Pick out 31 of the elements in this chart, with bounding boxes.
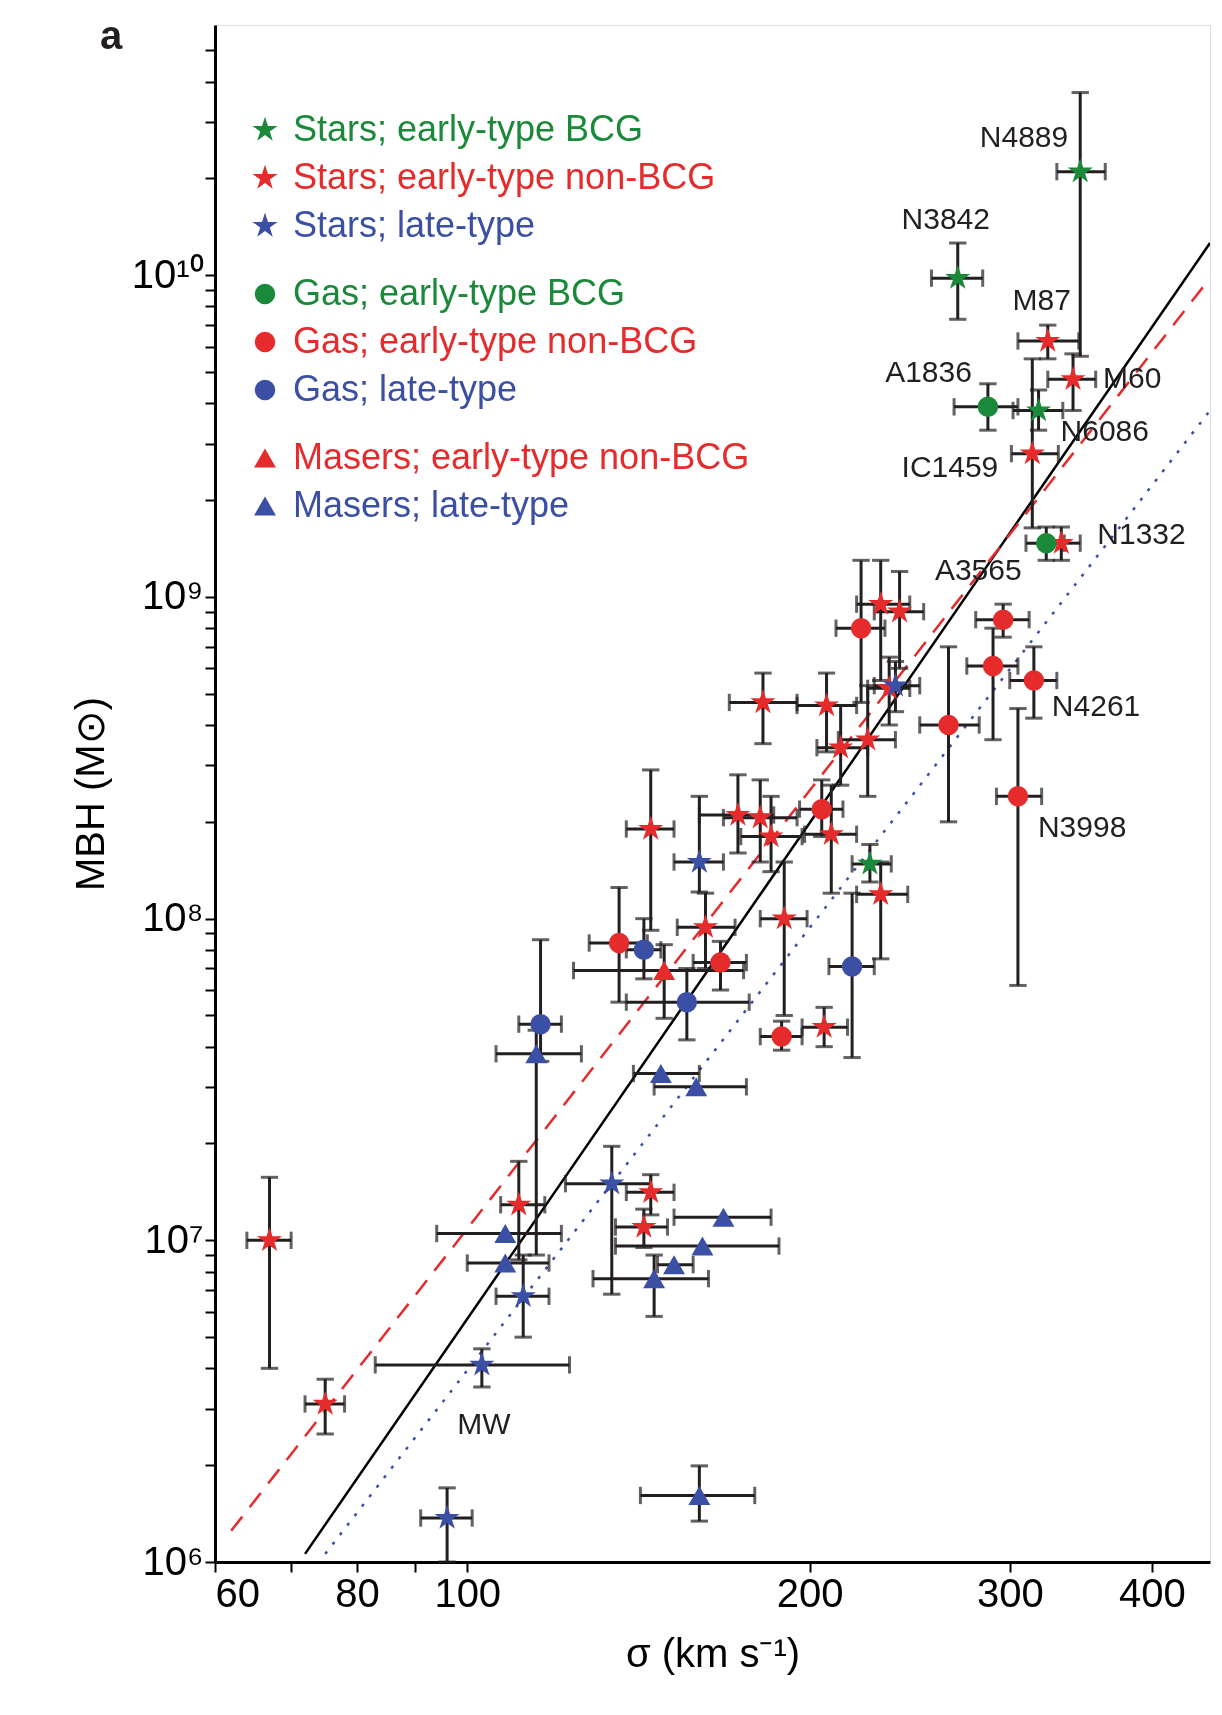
- annotation: A1836: [885, 354, 972, 388]
- annotation: M87: [1012, 282, 1071, 316]
- annotation: N4889: [979, 119, 1069, 153]
- x-tick-label: 80: [335, 1570, 380, 1615]
- y-tick-label: 10⁷: [144, 1216, 204, 1261]
- x-tick-label: 300: [976, 1570, 1044, 1615]
- annotation: MW: [457, 1406, 512, 1440]
- annotation: N4261: [1051, 688, 1141, 722]
- text: a: [100, 13, 123, 57]
- y-tick-label: 10⁶: [142, 1538, 204, 1583]
- y-tick-label: 10¹⁰: [131, 251, 204, 296]
- annotation: IC1459: [901, 449, 999, 483]
- legend-label: Stars; late-type: [293, 204, 536, 245]
- legend-label: Gas; early-type non-BCG: [293, 320, 698, 361]
- legend-label: Stars; early-type BCG: [293, 108, 644, 149]
- legend-label: Gas; late-type: [293, 368, 518, 409]
- y-tick-label: 10⁹: [141, 573, 204, 618]
- annotation: N3842: [901, 202, 990, 236]
- legend-label: Gas; early-type BCG: [293, 272, 626, 313]
- y-axis-title: MBH (M⊙): [67, 697, 112, 891]
- legend-label: Stars; early-type non-BCG: [293, 156, 716, 197]
- x-tick-label: 400: [1118, 1570, 1186, 1615]
- legend-label: Masers; early-type non-BCG: [293, 436, 750, 477]
- x-tick-label: 100: [434, 1570, 502, 1615]
- annotation: N3998: [1037, 810, 1127, 844]
- x-tick-label: 60: [215, 1570, 260, 1615]
- x-tick-label: 200: [776, 1570, 844, 1615]
- legend-label: Masers; late-type: [293, 484, 570, 525]
- y-tick-label: 10⁸: [142, 895, 204, 940]
- annotation: N1332: [1097, 517, 1186, 551]
- x-axis-title: σ (km s⁻¹): [625, 1630, 801, 1675]
